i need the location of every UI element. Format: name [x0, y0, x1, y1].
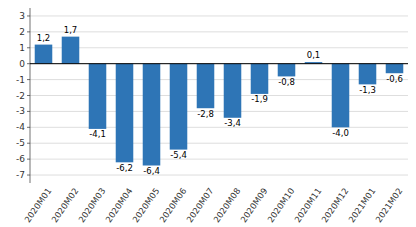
bar	[35, 45, 53, 64]
y-tick-label: -5	[16, 138, 25, 148]
y-tick	[27, 127, 30, 128]
zero-line	[30, 63, 408, 64]
y-axis: -7 -6 -5 -4 -3 -2 -1 0 1 2 3	[16, 8, 30, 183]
bar	[143, 64, 161, 166]
grid-line	[30, 159, 408, 160]
bar	[62, 37, 80, 64]
y-tick-label: 0	[19, 59, 25, 69]
y-tick-label: -6	[16, 154, 25, 164]
data-label: 1,2	[37, 33, 51, 43]
y-tick	[27, 15, 30, 16]
bar	[359, 64, 377, 85]
data-label: -0,6	[386, 74, 403, 84]
y-tick	[27, 175, 30, 176]
y-tick	[27, 143, 30, 144]
data-label: -5,4	[170, 150, 187, 160]
y-tick	[27, 159, 30, 160]
y-tick	[27, 95, 30, 96]
y-tick-label: -2	[16, 91, 25, 101]
bar	[116, 64, 134, 163]
data-label: -4,1	[89, 129, 106, 139]
grid-line	[30, 63, 408, 64]
grid-line	[30, 95, 408, 96]
bar	[332, 64, 350, 128]
y-tick	[27, 31, 30, 32]
data-label: 1,7	[64, 25, 78, 35]
x-tick-label: 2021M02	[373, 186, 404, 224]
y-tick-label: -1	[16, 75, 25, 85]
bar	[170, 64, 188, 150]
y-tick	[27, 47, 30, 48]
y-tick-label: -7	[16, 170, 25, 180]
bar	[197, 64, 215, 109]
bar	[89, 64, 107, 129]
data-label: -4,0	[332, 128, 349, 138]
y-tick	[27, 79, 30, 80]
y-tick	[27, 111, 30, 112]
grid	[30, 16, 408, 175]
data-label: -0,8	[278, 77, 295, 87]
data-label: 0,1	[307, 50, 321, 60]
y-tick-label: 1	[19, 43, 25, 53]
y-tick	[27, 63, 30, 64]
grid-line	[30, 15, 408, 16]
x-axis: 2020M012020M022020M032020M042020M052020M…	[22, 186, 404, 224]
grid-line	[30, 79, 408, 80]
grid-line	[30, 175, 408, 176]
grid-line	[30, 111, 408, 112]
grid-line	[30, 127, 408, 128]
data-label: -3,4	[224, 118, 241, 128]
grid-line	[30, 143, 408, 144]
data-labels: 1,2 1,7 -4,1 -6,2 -6,4 -5,4 -2,8 -3,4 -1,9 -0,8 0,…	[37, 25, 403, 176]
y-axis-line	[30, 8, 31, 183]
y-tick-label: 3	[19, 11, 25, 21]
y-tick-label: 2	[19, 27, 25, 37]
bars	[35, 37, 404, 166]
data-label: -6,2	[116, 163, 133, 173]
bar	[224, 64, 242, 118]
data-label: -6,4	[143, 166, 160, 176]
bar	[386, 64, 404, 74]
data-label: -2,8	[197, 109, 214, 119]
data-label: -1,9	[251, 94, 268, 104]
bar	[278, 64, 296, 77]
grid-line	[30, 47, 408, 48]
y-tick-label: -3	[16, 106, 25, 116]
grid-line	[30, 31, 408, 32]
data-label: -1,3	[359, 85, 376, 95]
chart: -7 -6 -5 -4 -3 -2 -1 0 1 2 3 1,2 1,7 -4,1 -6,2 -6,4 -5,4…	[0, 0, 416, 227]
bar	[251, 64, 269, 94]
y-tick-label: -4	[16, 122, 25, 132]
